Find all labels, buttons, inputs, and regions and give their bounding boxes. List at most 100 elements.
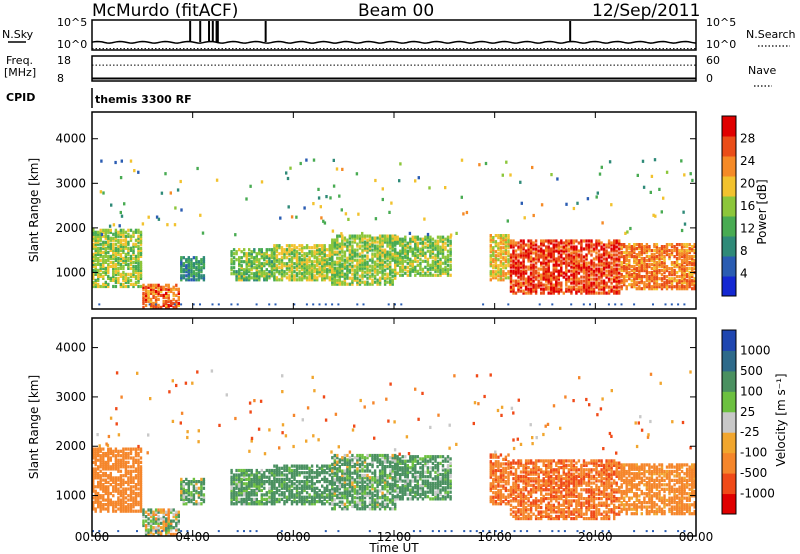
echo-cell <box>592 281 596 285</box>
echo-cell <box>253 488 256 493</box>
echo-cell <box>187 260 190 264</box>
echo-cell <box>597 281 601 285</box>
echo-cell <box>238 278 241 282</box>
echo-cell <box>167 526 170 530</box>
echo-cell <box>112 463 115 467</box>
echo-cell <box>250 254 253 258</box>
echo-cell <box>144 519 148 523</box>
echo-cell <box>575 239 578 243</box>
echo-cell <box>378 248 382 252</box>
echo-cell <box>429 265 432 269</box>
echo-cell <box>245 262 248 266</box>
echo-cell <box>275 500 279 504</box>
echo-cell <box>534 255 538 259</box>
echo-cell <box>419 271 422 275</box>
echo-cell <box>585 291 588 295</box>
echo-cell <box>124 262 128 266</box>
echo-cell <box>275 248 279 252</box>
echo-cell <box>545 267 548 271</box>
echo-cell <box>245 272 248 276</box>
echo-cell <box>260 252 263 256</box>
echo-cell <box>240 502 243 506</box>
echo-cell <box>260 268 263 272</box>
echo-cell <box>230 250 233 254</box>
echo-cell <box>99 480 102 484</box>
echo-cell <box>137 503 140 507</box>
echo-cell <box>683 255 686 259</box>
echo-cell <box>134 476 138 480</box>
echo-cell <box>248 480 251 484</box>
echo-cell <box>540 239 543 243</box>
echo-cell <box>328 491 331 495</box>
echo-cell <box>497 272 500 276</box>
echo-cell <box>570 285 573 289</box>
echo-cell <box>303 484 306 488</box>
echo-cell <box>285 268 289 272</box>
echo-cell <box>134 487 138 491</box>
echo-cell <box>492 254 495 258</box>
echo-cell <box>552 277 555 281</box>
echo-cell <box>540 241 543 245</box>
echo-cell <box>132 503 135 507</box>
echo-cell <box>117 234 120 238</box>
echo-cell <box>348 252 352 256</box>
echo-cell <box>678 275 681 279</box>
echo-cell <box>618 281 621 285</box>
echo-cell <box>404 237 407 241</box>
echo-cell <box>328 480 331 484</box>
echo-cell <box>688 247 691 251</box>
echo-cell <box>250 484 253 488</box>
echo-cell <box>336 460 339 464</box>
echo-cell <box>99 469 102 473</box>
echo-cell <box>112 272 115 276</box>
echo-cell <box>172 297 175 301</box>
echo-cell <box>613 243 616 247</box>
echo-cell <box>673 245 676 249</box>
echo-cell <box>331 502 334 506</box>
echo-cell <box>97 248 100 252</box>
echo-cell <box>303 246 306 250</box>
echo-cell <box>550 273 553 277</box>
echo-cell <box>552 273 555 277</box>
echo-cell <box>638 253 641 257</box>
echo-cell <box>348 456 352 460</box>
echo-cell <box>597 283 601 287</box>
echo-cell <box>386 280 389 284</box>
echo-cell <box>316 471 319 475</box>
echo-cell <box>492 250 495 254</box>
echo-cell <box>338 264 341 268</box>
echo-cell <box>683 269 686 273</box>
echo-cell <box>331 456 334 460</box>
echo-cell <box>519 180 522 184</box>
echo-cell <box>104 234 107 238</box>
echo-cell <box>129 234 133 238</box>
echo-cell <box>519 285 523 289</box>
echo-cell <box>139 456 143 460</box>
echo-cell <box>618 267 621 271</box>
echo-cell <box>328 493 331 497</box>
echo-cell <box>582 259 586 263</box>
echo-cell <box>129 507 133 511</box>
echo-cell <box>338 282 341 286</box>
echo-cell <box>343 478 347 482</box>
echo-cell <box>587 281 591 285</box>
echo-cell <box>270 274 274 278</box>
echo-cell <box>278 266 281 270</box>
echo-cell <box>154 303 157 306</box>
echo-cell <box>124 256 128 260</box>
echo-cell <box>124 276 128 280</box>
echo-cell <box>446 269 450 273</box>
echo-cell <box>273 250 276 254</box>
echo-cell <box>636 173 639 177</box>
echo-cell <box>104 252 107 256</box>
echo-cell <box>688 249 691 253</box>
echo-cell <box>127 280 130 284</box>
echo-cell <box>333 465 336 469</box>
echo-cell <box>386 240 389 244</box>
echo-cell <box>165 530 168 534</box>
echo-cell <box>341 507 344 511</box>
echo-cell <box>127 258 130 262</box>
echo-cell <box>429 243 432 247</box>
echo-cell <box>112 274 115 278</box>
